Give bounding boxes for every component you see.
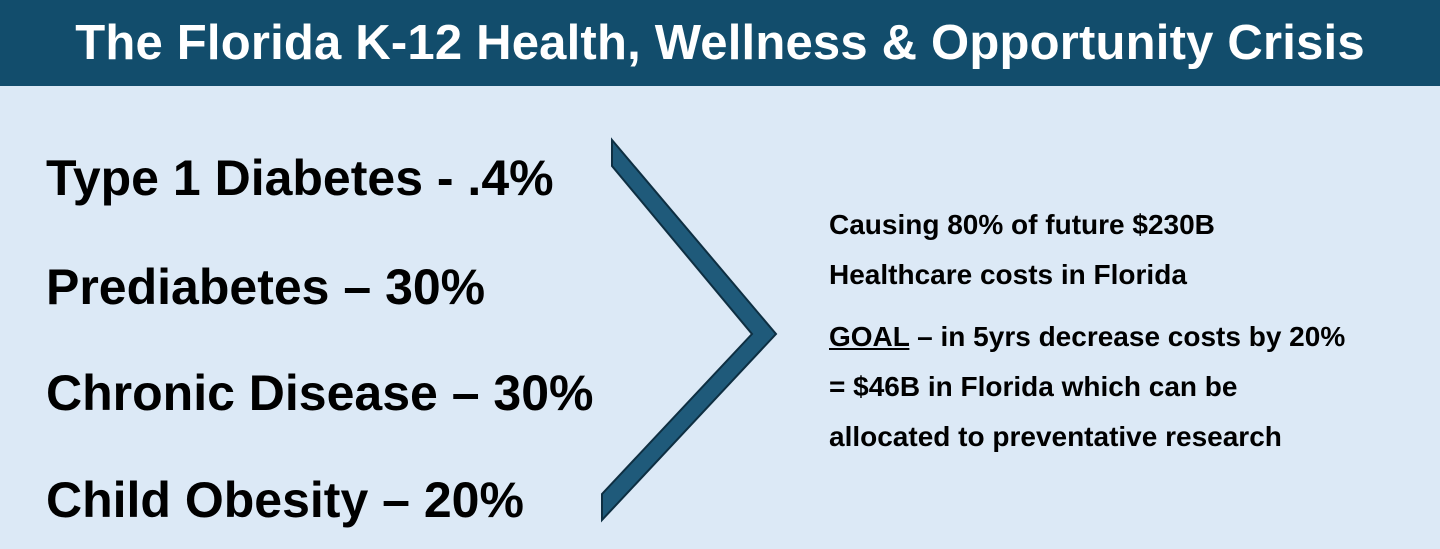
goal-line-1: – in 5yrs decrease costs by 20% (909, 321, 1346, 352)
chevron-arrow (601, 137, 778, 523)
stat-type1-diabetes: Type 1 Diabetes - .4% (46, 150, 554, 206)
stat-child-obesity: Child Obesity – 20% (46, 472, 524, 528)
summary-panel: Causing 80% of future $230B Healthcare c… (829, 200, 1419, 462)
title-bar: The Florida K-12 Health, Wellness & Oppo… (0, 0, 1440, 86)
goal-statement: GOAL – in 5yrs decrease costs by 20% = $… (829, 312, 1419, 462)
stat-chronic-disease: Chronic Disease – 30% (46, 365, 594, 421)
cost-line-1: Causing 80% of future $230B (829, 209, 1215, 240)
stat-prediabetes: Prediabetes – 30% (46, 259, 486, 315)
cost-line-2: Healthcare costs in Florida (829, 259, 1187, 290)
page-title: The Florida K-12 Health, Wellness & Oppo… (75, 16, 1365, 70)
cost-statement: Causing 80% of future $230B Healthcare c… (829, 200, 1419, 300)
goal-label: GOAL (829, 321, 910, 352)
goal-line-2: = $46B in Florida which can be (829, 371, 1238, 402)
goal-line-3: allocated to preventative research (829, 421, 1282, 452)
